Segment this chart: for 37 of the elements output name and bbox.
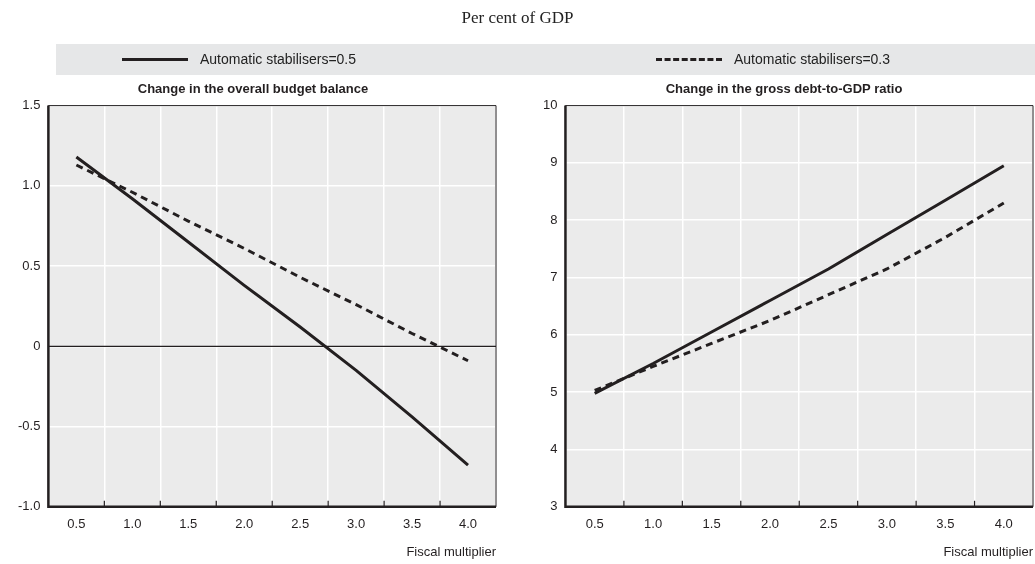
y-tick-label: 1.0 [22,177,41,193]
x-tick-label: 2.0 [760,516,780,532]
y-tick-label: 0.5 [22,257,41,273]
x-tick-label: 1.5 [702,516,721,532]
legend-label: Automatic stabilisers=0.3 [734,51,891,67]
y-tick-label: 10 [542,97,558,113]
x-tick-label: 3.0 [347,516,366,532]
x-tick-label: 4.0 [458,516,478,532]
x-tick-label: 1.0 [644,516,663,532]
x-tick-label: 4.0 [994,516,1013,532]
y-tick-label: -1.0 [17,498,41,514]
y-tick-label: 1.5 [22,97,41,113]
x-tick-label: 3.5 [936,516,955,532]
x-axis-title: Fiscal multiplier [406,543,497,559]
y-tick-label: -0.5 [17,418,41,434]
legend-label: Automatic stabilisers=0.5 [200,51,357,67]
x-tick-label: 1.5 [179,516,198,532]
y-tick-label: 3 [550,498,558,514]
x-tick-label: 1.0 [123,516,142,532]
chart-subtitle: Per cent of GDP [460,8,575,28]
x-tick-label: 0.5 [67,516,86,532]
x-tick-label: 2.5 [291,516,310,532]
chart-title: Change in the overall budget balance [137,81,369,97]
y-tick-label: 7 [550,269,558,285]
x-tick-label: 0.5 [585,516,604,532]
x-tick-label: 3.0 [877,516,896,532]
y-tick-label: 6 [550,326,558,342]
y-tick-label: 8 [550,211,558,227]
chart-title: Change in the gross debt-to-GDP ratio [665,81,903,97]
y-tick-label: 5 [550,383,558,399]
y-tick-label: 0 [33,337,41,353]
x-tick-label: 2.0 [235,516,254,532]
x-tick-label: 3.5 [403,516,422,532]
y-tick-label: 4 [550,441,558,457]
x-axis-title: Fiscal multiplier [943,543,1034,559]
y-tick-label: 9 [550,154,558,170]
x-tick-label: 2.5 [819,516,838,532]
